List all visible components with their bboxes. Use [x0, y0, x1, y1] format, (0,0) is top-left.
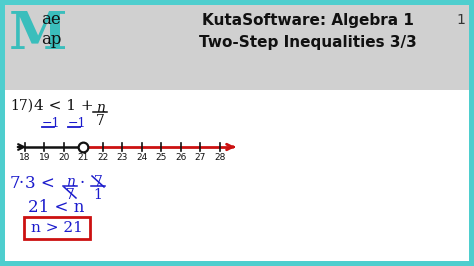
- Text: 25: 25: [156, 153, 167, 162]
- Bar: [24, 217, 90, 239]
- Text: Two-Step Inequalities 3/3: Two-Step Inequalities 3/3: [199, 35, 417, 50]
- Text: 1: 1: [93, 188, 102, 202]
- Text: ·: ·: [19, 175, 24, 192]
- Text: ap: ap: [41, 31, 62, 48]
- Text: 7: 7: [65, 188, 74, 202]
- Text: 17): 17): [10, 99, 33, 113]
- Text: ae: ae: [41, 11, 61, 28]
- Text: 1: 1: [456, 13, 465, 27]
- Text: 7: 7: [10, 175, 21, 192]
- Text: 4 < 1 +: 4 < 1 +: [34, 99, 94, 113]
- Text: 21 < n: 21 < n: [28, 199, 84, 216]
- Text: n: n: [65, 175, 74, 189]
- Text: 20: 20: [58, 153, 70, 162]
- Text: 27: 27: [195, 153, 206, 162]
- Bar: [5, 5, 469, 90]
- Text: 28: 28: [214, 153, 226, 162]
- Text: −1: −1: [68, 117, 86, 130]
- Text: 23: 23: [117, 153, 128, 162]
- Text: ·: ·: [80, 175, 85, 192]
- Bar: [5, 90, 469, 261]
- Text: 22: 22: [97, 153, 109, 162]
- Text: 7: 7: [93, 175, 102, 189]
- Text: 7: 7: [96, 114, 104, 128]
- Text: 21: 21: [78, 153, 89, 162]
- Text: n > 21: n > 21: [31, 221, 83, 235]
- Text: 3 <: 3 <: [25, 175, 55, 192]
- Text: 26: 26: [175, 153, 187, 162]
- Text: 24: 24: [137, 153, 147, 162]
- Text: M: M: [9, 9, 67, 60]
- Text: KutaSoftware: Algebra 1: KutaSoftware: Algebra 1: [202, 13, 414, 28]
- Text: 18: 18: [19, 153, 31, 162]
- Text: −1: −1: [42, 117, 61, 130]
- Text: n: n: [96, 101, 104, 115]
- Text: 19: 19: [39, 153, 50, 162]
